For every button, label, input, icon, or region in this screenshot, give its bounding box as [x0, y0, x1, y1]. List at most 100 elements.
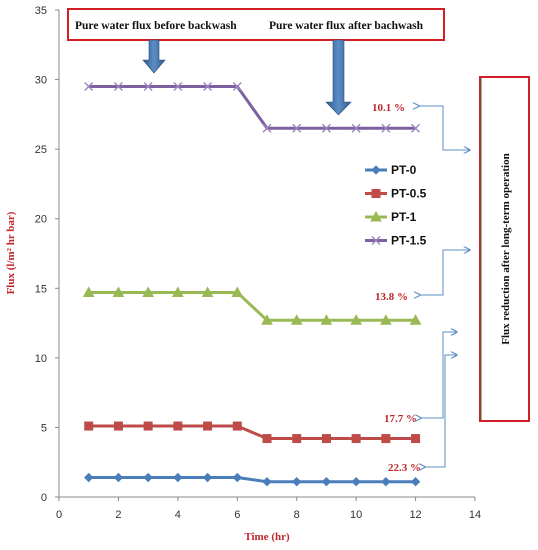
reduction-pt-1-5: 10.1 %	[372, 102, 405, 114]
data-point	[290, 314, 303, 325]
data-point	[351, 123, 361, 133]
y-tick-label: 10	[35, 353, 47, 365]
legend-item: PT-1	[365, 210, 417, 224]
x-tick-label: 2	[115, 509, 121, 521]
x-tick-label: 12	[409, 509, 421, 521]
data-point	[380, 314, 392, 325]
legend-marker	[371, 236, 381, 245]
data-point	[173, 421, 183, 431]
data-point	[232, 472, 242, 483]
data-point	[173, 472, 183, 483]
connector-arrow-1	[419, 106, 470, 150]
connector-arrow-3	[421, 332, 457, 418]
data-point	[142, 286, 154, 297]
x-tick-label: 8	[294, 509, 300, 521]
side-box	[479, 76, 530, 422]
y-tick-label: 5	[41, 422, 47, 434]
series-pt-1	[82, 286, 422, 325]
series-line	[88, 476, 416, 484]
data-point	[84, 472, 94, 483]
x-tick-label: 0	[56, 509, 62, 521]
legend-item: PT-0	[365, 163, 417, 177]
connector-arrow-2	[420, 250, 470, 295]
data-point	[113, 421, 123, 431]
data-point	[351, 434, 361, 444]
data-point	[261, 314, 273, 325]
y-tick-label: 20	[35, 214, 47, 226]
data-point	[262, 434, 272, 444]
data-point	[410, 476, 421, 487]
y-axis-title: Flux (l/m² hr bar)	[5, 211, 17, 294]
reduction-pt-0-5: 17.7 %	[384, 413, 417, 425]
legend-marker	[370, 210, 382, 222]
data-point	[232, 82, 242, 92]
data-point	[321, 123, 331, 133]
data-point	[231, 286, 244, 297]
y-tick-label: 15	[35, 283, 47, 295]
data-point	[351, 476, 361, 487]
data-point	[203, 82, 213, 92]
y-tick-label: 35	[35, 5, 47, 17]
series-pt-0	[84, 472, 421, 487]
series-layer	[82, 82, 422, 487]
data-point	[381, 476, 391, 487]
data-point	[203, 421, 213, 431]
callout-box	[67, 8, 445, 41]
data-point	[292, 476, 302, 487]
data-point	[321, 434, 331, 444]
legend-item: PT-1.5	[365, 234, 427, 248]
data-point	[112, 286, 125, 297]
side-box-label: Flux reduction after long-term operation	[500, 153, 512, 344]
reduction-pt-1: 13.8 %	[375, 291, 408, 303]
after-arrow	[325, 39, 352, 116]
data-point	[262, 123, 272, 133]
data-point	[84, 421, 94, 431]
series-line	[88, 290, 416, 322]
data-point	[262, 476, 272, 487]
x-tick-group: 0 2 4 6 8 10 12 14	[56, 497, 481, 521]
legend-marker	[371, 165, 381, 175]
data-point	[381, 434, 391, 444]
data-point	[292, 434, 302, 444]
data-point	[411, 434, 421, 444]
data-point	[202, 472, 213, 483]
legend-label: PT-1	[391, 210, 417, 224]
x-tick-label: 14	[469, 509, 481, 521]
data-point	[201, 286, 214, 297]
callout-after-label: Pure water flux after bachwash	[269, 20, 424, 32]
data-point	[381, 123, 391, 133]
data-point	[113, 472, 124, 483]
connector-arrows	[419, 106, 470, 467]
data-point	[409, 314, 422, 325]
data-point	[84, 82, 94, 92]
data-point	[320, 314, 333, 325]
legend: PT-0 PT-0.5 PT-1 PT-1.5	[365, 163, 427, 248]
series-line	[88, 424, 416, 441]
data-point	[292, 123, 302, 133]
data-point	[173, 82, 183, 92]
legend-label: PT-1.5	[391, 234, 427, 248]
y-tick-label: 0	[41, 492, 47, 504]
data-point	[350, 314, 362, 325]
x-axis-title: Time (hr)	[244, 531, 290, 543]
legend-marker	[371, 189, 381, 198]
series-line	[88, 85, 416, 130]
data-point	[172, 286, 184, 297]
data-point	[143, 82, 153, 92]
data-point	[113, 82, 123, 92]
x-tick-label: 10	[350, 509, 362, 521]
series-pt-0-5	[84, 421, 421, 444]
legend-item: PT-0.5	[365, 187, 427, 201]
connector-arrow-4	[425, 355, 457, 467]
data-point	[82, 286, 95, 297]
data-point	[232, 421, 242, 431]
callout-before-label: Pure water flux before backwash	[75, 20, 237, 32]
series-pt-1-5	[84, 82, 421, 133]
data-point	[321, 476, 332, 487]
data-point	[143, 421, 153, 431]
y-tick-group: 0 5 10 15 20 25 30 35	[35, 5, 59, 504]
y-tick-label: 30	[35, 75, 47, 87]
data-point	[143, 472, 153, 483]
legend-label: PT-0.5	[391, 187, 427, 201]
